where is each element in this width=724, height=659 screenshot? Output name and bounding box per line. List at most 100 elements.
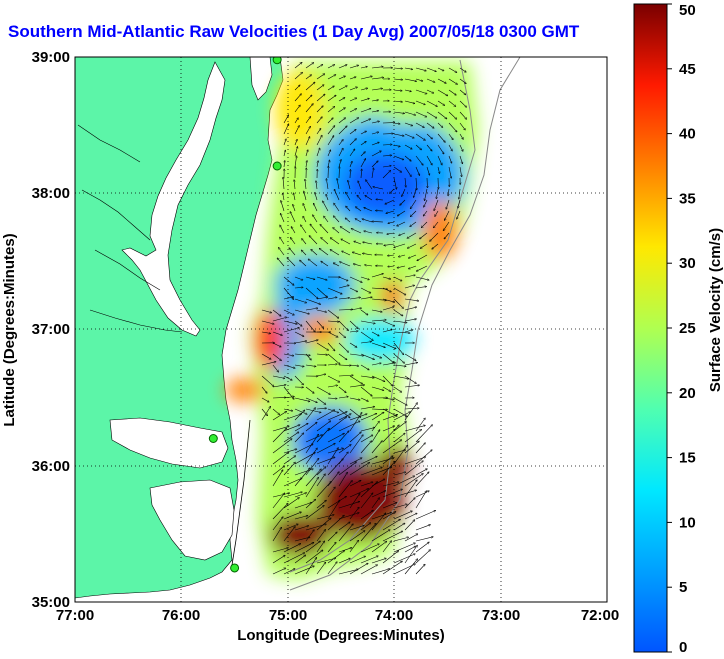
current-vector	[261, 375, 274, 386]
current-vector	[360, 523, 376, 542]
current-vector	[415, 100, 425, 105]
colorbar: 0 5 10 15 20 25 30 35 40 45 50 Surface Velocity (c…	[633, 2, 724, 656]
current-vector	[437, 111, 447, 119]
current-vector	[371, 530, 390, 542]
current-vector	[338, 431, 349, 443]
current-vector	[371, 100, 378, 101]
current-vector	[404, 100, 415, 103]
current-vector	[415, 89, 427, 94]
current-vector	[415, 469, 427, 476]
current-vector	[416, 265, 428, 271]
colorbar-ticks: 0 5 10 15 20 25 30 35 40 45 50	[667, 2, 696, 656]
current-vector	[294, 566, 314, 575]
current-vector	[360, 407, 375, 410]
current-vector	[349, 414, 367, 421]
current-vector	[382, 551, 399, 564]
current-vector	[404, 385, 419, 388]
current-vector	[316, 287, 327, 297]
current-vector	[415, 564, 425, 575]
current-vector	[371, 111, 379, 113]
current-vector	[320, 224, 329, 234]
current-vector	[393, 386, 402, 392]
current-vector	[408, 254, 417, 258]
current-vector	[316, 530, 325, 542]
colorbar-tick-label: 25	[679, 320, 696, 337]
current-vector	[317, 161, 318, 168]
current-vector	[327, 353, 340, 364]
current-vector	[415, 144, 422, 150]
x-axis-label: Longitude (Degrees:Minutes)	[237, 627, 445, 644]
current-vector	[342, 251, 351, 256]
current-vector	[349, 87, 357, 91]
current-vector	[404, 403, 417, 421]
current-vector	[283, 115, 289, 124]
current-vector	[354, 241, 362, 245]
current-vector	[283, 177, 284, 190]
current-vector	[261, 397, 269, 402]
current-vector	[382, 461, 395, 476]
current-vector	[305, 63, 314, 69]
current-vector	[404, 166, 411, 177]
current-vector	[305, 448, 317, 465]
current-vector	[404, 155, 411, 161]
current-vector	[382, 426, 394, 432]
current-vector	[294, 180, 295, 190]
current-vector	[327, 95, 336, 102]
current-vector	[289, 248, 296, 256]
current-vector	[360, 276, 369, 280]
current-vector	[382, 363, 396, 366]
current-vector	[404, 545, 417, 564]
current-vector	[346, 206, 351, 212]
current-vector	[435, 210, 439, 216]
current-vector	[415, 525, 430, 531]
current-vector	[349, 556, 366, 564]
current-vector	[294, 126, 299, 135]
current-vector	[305, 137, 310, 146]
current-vector	[393, 320, 407, 323]
current-vector	[371, 342, 385, 347]
current-vector	[305, 435, 322, 443]
current-vector	[393, 111, 405, 113]
current-vector	[404, 67, 413, 69]
current-vector	[345, 192, 351, 201]
current-vector	[338, 452, 348, 465]
current-vector	[294, 353, 310, 355]
current-vector	[294, 276, 303, 280]
current-vector	[305, 126, 310, 135]
current-vector	[308, 259, 318, 267]
current-vector	[382, 397, 394, 400]
current-vector	[415, 425, 432, 443]
current-vector	[371, 161, 378, 168]
river-rappahannock	[94, 249, 161, 291]
current-vector	[338, 148, 343, 157]
current-vector	[338, 408, 350, 418]
current-vector	[327, 375, 340, 382]
current-vector	[305, 434, 319, 454]
current-vector	[272, 470, 283, 487]
current-vector	[316, 117, 322, 124]
current-vector	[305, 104, 313, 113]
current-vector	[294, 62, 302, 69]
current-vector	[459, 144, 463, 151]
current-vector	[393, 375, 409, 379]
current-vector	[360, 482, 373, 487]
current-vector	[294, 341, 307, 344]
current-vector	[349, 139, 356, 146]
current-vector	[360, 119, 371, 124]
current-vector	[272, 331, 282, 335]
current-vector	[280, 213, 285, 223]
current-vector	[304, 191, 307, 201]
current-vector	[382, 503, 397, 509]
colorbar-tick-label: 35	[679, 190, 696, 207]
current-vector	[316, 397, 326, 404]
current-vector	[426, 155, 432, 165]
current-vector	[415, 67, 426, 71]
current-vector	[360, 76, 372, 80]
current-vector	[261, 331, 271, 333]
current-vector	[338, 298, 350, 300]
current-vector	[457, 210, 461, 219]
current-vector	[360, 397, 368, 401]
current-vector	[365, 265, 373, 266]
current-vector	[338, 342, 349, 352]
current-vector	[382, 482, 399, 487]
